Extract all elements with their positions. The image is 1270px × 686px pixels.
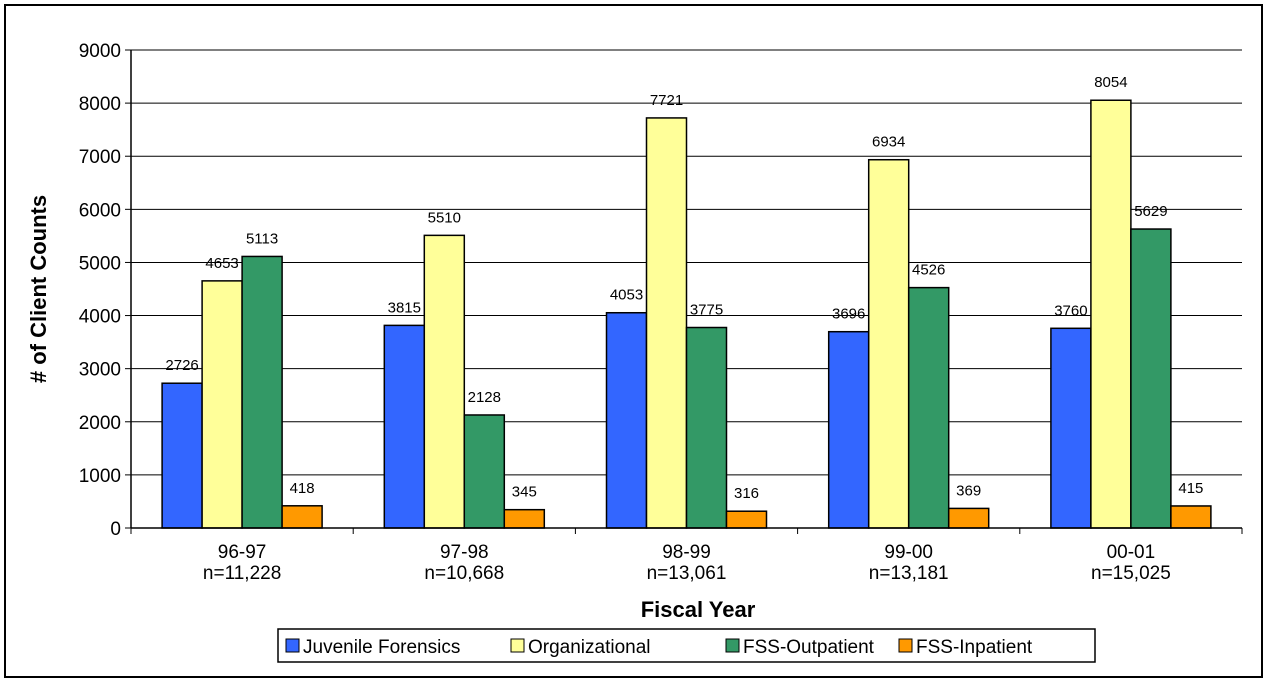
y-axis-title: # of Client Counts bbox=[26, 195, 51, 383]
y-tick-label: 9000 bbox=[79, 41, 121, 62]
bar bbox=[685, 326, 728, 529]
bar bbox=[907, 286, 950, 529]
data-label: 345 bbox=[512, 484, 537, 501]
legend-swatch bbox=[725, 638, 740, 653]
bar bbox=[1130, 228, 1172, 529]
data-label: 415 bbox=[1178, 480, 1203, 497]
bar bbox=[503, 508, 546, 529]
bars bbox=[161, 99, 1212, 529]
y-tick-label: 2000 bbox=[79, 413, 121, 434]
bar bbox=[201, 280, 243, 529]
bar bbox=[725, 510, 768, 529]
bar bbox=[423, 234, 466, 529]
x-tick-label: 97-98 bbox=[440, 542, 489, 563]
y-tick-label: 3000 bbox=[79, 360, 121, 381]
data-label: 4526 bbox=[912, 262, 945, 279]
data-label: 2726 bbox=[165, 357, 198, 374]
bar bbox=[241, 255, 283, 529]
x-tick-sublabel: n=15,025 bbox=[1091, 563, 1171, 584]
legend-swatch bbox=[285, 638, 300, 653]
x-tick-sublabel: n=11,228 bbox=[203, 563, 281, 584]
data-label: 3775 bbox=[690, 302, 723, 319]
y-tick-label: 7000 bbox=[79, 147, 121, 168]
data-label: 418 bbox=[290, 480, 315, 497]
data-label: 7721 bbox=[650, 92, 683, 109]
legend-swatch bbox=[510, 638, 525, 653]
bar bbox=[1050, 327, 1092, 529]
y-tick-label: 5000 bbox=[79, 253, 121, 274]
y-tick-label: 8000 bbox=[79, 94, 121, 115]
axes bbox=[125, 49, 1243, 534]
legend-label: Juvenile Forensics bbox=[303, 637, 460, 658]
x-tick-label: 00-01 bbox=[1107, 542, 1156, 563]
y-tick-label: 0 bbox=[110, 519, 121, 540]
x-tick-sublabel: n=13,181 bbox=[869, 563, 949, 584]
legend: Juvenile Forensics Organizational FSS-Outp… bbox=[277, 628, 1096, 663]
data-label: 316 bbox=[734, 485, 759, 502]
data-label: 2128 bbox=[468, 389, 501, 406]
legend-label: FSS-Inpatient bbox=[916, 637, 1033, 658]
y-tick-label: 1000 bbox=[79, 466, 121, 487]
bar bbox=[605, 311, 648, 529]
y-tick-label: 6000 bbox=[79, 200, 121, 221]
bar bbox=[281, 505, 323, 529]
data-label: 3760 bbox=[1054, 302, 1087, 319]
data-label: 3815 bbox=[388, 299, 421, 316]
data-label: 3696 bbox=[832, 306, 865, 323]
x-tick-label: 98-99 bbox=[662, 542, 711, 563]
x-axis-title: Fiscal Year bbox=[641, 597, 756, 622]
bar bbox=[463, 414, 506, 529]
bar bbox=[947, 507, 990, 529]
bar bbox=[1090, 99, 1132, 529]
x-tick-label: 96-97 bbox=[218, 542, 267, 563]
data-label: 6934 bbox=[872, 134, 905, 151]
legend-swatch bbox=[898, 638, 913, 653]
legend-label: FSS-Outpatient bbox=[743, 637, 875, 658]
legend-label: Organizational bbox=[528, 637, 651, 658]
data-label: 5113 bbox=[246, 230, 278, 247]
bar bbox=[161, 382, 203, 529]
bar bbox=[645, 117, 688, 529]
data-label: 369 bbox=[956, 482, 981, 499]
x-tick-labels: 96-97n=11,228 97-98n=10,668 98-99n=13,061 9… bbox=[203, 542, 1171, 584]
y-tick-label: 4000 bbox=[79, 307, 121, 328]
bar bbox=[867, 158, 910, 529]
bar bbox=[383, 324, 426, 529]
x-tick-sublabel: n=10,668 bbox=[424, 563, 504, 584]
data-labels: 2726 4653 5113 418 3815 5510 2128 345 4053 7721 37… bbox=[165, 74, 1203, 502]
data-label: 5510 bbox=[428, 209, 461, 226]
data-label: 8054 bbox=[1094, 74, 1127, 91]
data-label: 4053 bbox=[610, 287, 643, 304]
bar bbox=[1170, 505, 1212, 529]
x-tick-sublabel: n=13,061 bbox=[647, 563, 727, 584]
x-tick-label: 99-00 bbox=[884, 542, 933, 563]
y-tick-labels: 0 1000 2000 3000 4000 5000 6000 7000 8000 9000 bbox=[79, 41, 121, 540]
data-label: 4653 bbox=[205, 255, 238, 272]
bar bbox=[827, 330, 870, 529]
data-label: 5629 bbox=[1134, 203, 1167, 220]
legend-box bbox=[277, 628, 1096, 663]
